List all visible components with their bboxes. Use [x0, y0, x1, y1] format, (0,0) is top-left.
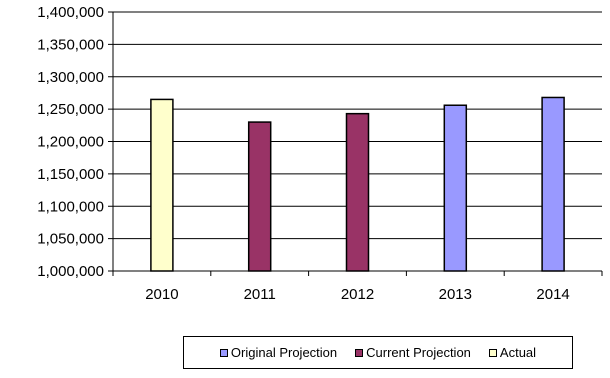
y-tick-label: 1,300,000	[37, 69, 104, 86]
legend: Original Projection Current Projection A…	[183, 336, 573, 369]
y-tick-label: 1,400,000	[37, 4, 104, 21]
legend-label-original: Original Projection	[230, 345, 338, 360]
y-tick-label: 1,100,000	[37, 198, 104, 215]
legend-label-current: Current Projection	[366, 345, 471, 360]
x-tick-label: 2012	[341, 286, 374, 303]
bar-2013	[443, 104, 468, 272]
bar-2011	[247, 121, 272, 272]
x-tick-label: 2013	[439, 286, 472, 303]
bars	[150, 96, 565, 272]
y-tick-label: 1,000,000	[37, 263, 104, 280]
y-tick-label: 1,250,000	[37, 101, 104, 118]
y-tick-label: 1,350,000	[37, 36, 104, 53]
legend-label-actual: Actual	[499, 345, 537, 360]
bar-2010	[150, 98, 174, 272]
x-tick-label: 2014	[536, 286, 569, 303]
axes	[108, 11, 603, 276]
legend-item-current: Current Projection	[355, 345, 471, 360]
legend-item-actual: Actual	[488, 345, 537, 360]
legend-swatch-actual	[488, 348, 497, 357]
legend-swatch-current	[355, 348, 364, 357]
bar-2012	[345, 112, 370, 272]
y-tick-label: 1,050,000	[37, 231, 104, 248]
legend-swatch-original	[219, 348, 228, 357]
legend-item-original: Original Projection	[219, 345, 338, 360]
x-tick-labels: 2010 2011 2012 2013 2014	[145, 286, 570, 303]
bar-2014	[541, 96, 565, 272]
x-tick-label: 2011	[244, 286, 276, 303]
y-tick-label: 1,150,000	[37, 166, 104, 183]
y-tick-label: 1,200,000	[37, 134, 104, 151]
y-tick-labels: 1,000,000 1,050,000 1,100,000 1,150,000 1,20…	[37, 4, 104, 280]
x-tick-label: 2010	[145, 286, 178, 303]
